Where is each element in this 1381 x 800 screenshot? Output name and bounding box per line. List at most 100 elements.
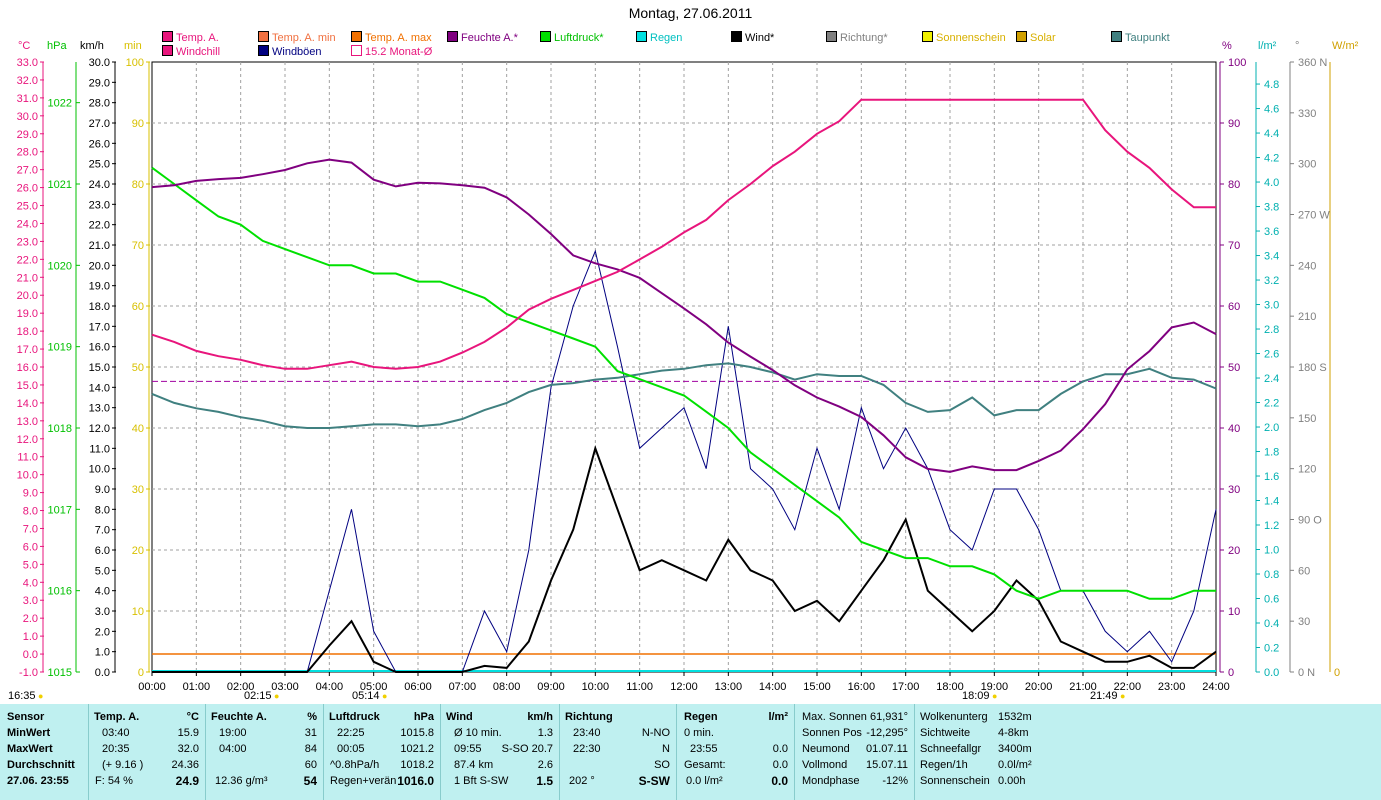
- rain-current-value: 0.0: [771, 774, 788, 788]
- kmh-axis-tick: 22.0: [89, 220, 110, 232]
- sun-marker-4: 21:49 ●: [1090, 690, 1125, 702]
- minutes-axis-tick: 0: [138, 667, 144, 679]
- minutes-axis-tick: 70: [132, 240, 144, 252]
- dir-max-time: 22:30: [573, 743, 601, 755]
- rain-axis-tick: 3.6: [1264, 226, 1279, 238]
- temp-axis-tick: 21.0: [17, 272, 38, 284]
- legend-swatch: [1016, 31, 1027, 42]
- astro-label-3: Vollmond: [802, 759, 848, 771]
- hum-header: Feuchte A.: [211, 711, 267, 723]
- wind-run: 87.4 km: [454, 759, 494, 771]
- wind-header: Wind: [446, 711, 473, 723]
- press-unit: hPa: [413, 711, 434, 723]
- series-temperature: [151, 98, 1216, 370]
- legend-item-2: Temp. A. max: [351, 31, 432, 44]
- press-min-time: 22:25: [337, 727, 365, 739]
- rowlabel-avg: Durchschnitt: [7, 759, 75, 771]
- legend-label: Regen: [650, 32, 683, 44]
- temp-axis-tick: 32.0: [17, 75, 38, 87]
- sun-icon: ●: [379, 691, 388, 701]
- dir-current-value: S-SW: [638, 774, 670, 788]
- kmh-axis-tick: 9.0: [95, 484, 110, 496]
- x-axis-tick: 22:00: [1114, 681, 1142, 693]
- rowlabel-sensor: Sensor: [7, 711, 45, 723]
- temp-axis-tick: 19.0: [17, 308, 38, 320]
- rowlabel-min: MinWert: [7, 727, 51, 739]
- summary-panel: Sensor MinWert MaxWert Durchschnitt 27.0…: [0, 704, 1381, 800]
- x-axis-tick: 14:00: [759, 681, 787, 693]
- x-axis-tick: 24:00: [1202, 681, 1230, 693]
- legend-item-5: Regen: [636, 31, 682, 44]
- kmh-axis-tick: 4.0: [95, 586, 110, 598]
- rain-axis-tick: 4.8: [1264, 79, 1279, 91]
- pct-axis-tick: 40: [1228, 423, 1240, 435]
- temp-axis-tick: 6.0: [23, 541, 38, 553]
- temp-axis-tick: 18.0: [17, 326, 38, 338]
- temp-axis-tick: 10.0: [17, 470, 38, 482]
- legend-item-1: Temp. A. min: [258, 31, 336, 44]
- kmh-axis-tick: 2.0: [95, 626, 110, 638]
- deg-axis-tick: 90 O: [1298, 515, 1322, 527]
- pct-axis-tick: 100: [1228, 57, 1246, 69]
- temp-header: Temp. A.: [94, 711, 140, 723]
- astro-value-2: 01.07.11: [865, 743, 908, 755]
- legend-label: Temp. A. max: [365, 32, 432, 44]
- kmh-axis-tick: 27.0: [89, 118, 110, 130]
- pct-axis-tick: 70: [1228, 240, 1240, 252]
- legend-swatch: [731, 31, 742, 42]
- temp-axis-tick: 12.0: [17, 434, 38, 446]
- x-axis-tick: 16:00: [848, 681, 876, 693]
- press-trend: ^0.8hPa/h: [330, 759, 380, 771]
- x-axis-tick: 21:00: [1069, 681, 1097, 693]
- misc-value-4: 0.00h: [998, 775, 1026, 787]
- series-pressure: [151, 166, 1216, 600]
- legend-label: 15.2 Monat-Ø: [365, 46, 433, 58]
- kmh-axis-tick: 15.0: [89, 362, 110, 374]
- hpa-axis-tick: 1022: [48, 98, 72, 110]
- temp-axis-tick: 22.0: [17, 254, 38, 266]
- sun-marker-time: 02:15: [244, 690, 272, 702]
- deg-axis-tick: 120: [1298, 464, 1316, 476]
- wind-beaufort: 1 Bft S-SW: [454, 775, 509, 787]
- x-axis-tick: 11:00: [626, 681, 653, 693]
- legend-swatch: [447, 31, 458, 42]
- temp-max-time: 20:35: [102, 743, 130, 755]
- astro-label-2: Neumond: [802, 743, 850, 755]
- minutes-axis-tick: 20: [132, 545, 144, 557]
- wind-avg10-label: Ø 10 min.: [454, 727, 502, 739]
- kmh-axis-tick: 13.0: [89, 403, 110, 415]
- rain-axis-tick: 0.4: [1264, 618, 1279, 630]
- kmh-axis-tick: 28.0: [89, 98, 110, 110]
- kmh-axis-tick: 30.0: [89, 57, 110, 69]
- hpa-axis-tick: 1016: [48, 586, 72, 598]
- misc-label-0: Wolkenunterg: [920, 711, 988, 723]
- hum-min-time: 19:00: [219, 727, 247, 739]
- misc-value-1: 4-8km: [998, 727, 1029, 739]
- temp-avg-value: 24.36: [171, 759, 199, 771]
- panel-misc: Wolkenunterg 1532m Sichtweite 4-8km Schn…: [914, 704, 1034, 800]
- temp-axis-tick: 7.0: [23, 523, 38, 535]
- hpa-axis-tick: 1018: [48, 423, 72, 435]
- chart-title: Montag, 27.06.2011: [628, 5, 753, 21]
- x-axis-tick: 01:00: [183, 681, 211, 693]
- deg-axis-tick: 30: [1298, 616, 1310, 628]
- dir-max-value: N: [662, 743, 670, 755]
- sun-marker-2: 05:14 ●: [352, 690, 387, 702]
- rain-axis-tick: 2.0: [1264, 422, 1279, 434]
- x-axis-tick: 17:00: [892, 681, 920, 693]
- wm2-axis-tick: 0: [1334, 667, 1340, 679]
- rowlabel-current: 27.06. 23:55: [7, 775, 69, 787]
- rain-unit: l/m²: [768, 711, 788, 723]
- sun-icon: ●: [989, 691, 998, 701]
- rain-axis-tick: 2.2: [1264, 398, 1279, 410]
- temp-axis-tick: 2.0: [23, 613, 38, 625]
- legend-item-7: Richtung*: [826, 31, 888, 44]
- press-avg-value: 1018.2: [400, 759, 434, 771]
- pct-axis-tick: 10: [1228, 606, 1240, 618]
- rain-axis-tick: 3.4: [1264, 251, 1279, 263]
- rain-axis-tick: 2.4: [1264, 373, 1279, 385]
- rain-total-label: Gesamt:: [684, 759, 726, 771]
- temp-axis-tick: 26.0: [17, 183, 38, 195]
- weather-chart: 33.0 32.0 31.0 30.0 29.0 28.0 27.0 26.0 25.0 24.0…: [17, 57, 1341, 693]
- minutes-axis-tick: 30: [132, 484, 144, 496]
